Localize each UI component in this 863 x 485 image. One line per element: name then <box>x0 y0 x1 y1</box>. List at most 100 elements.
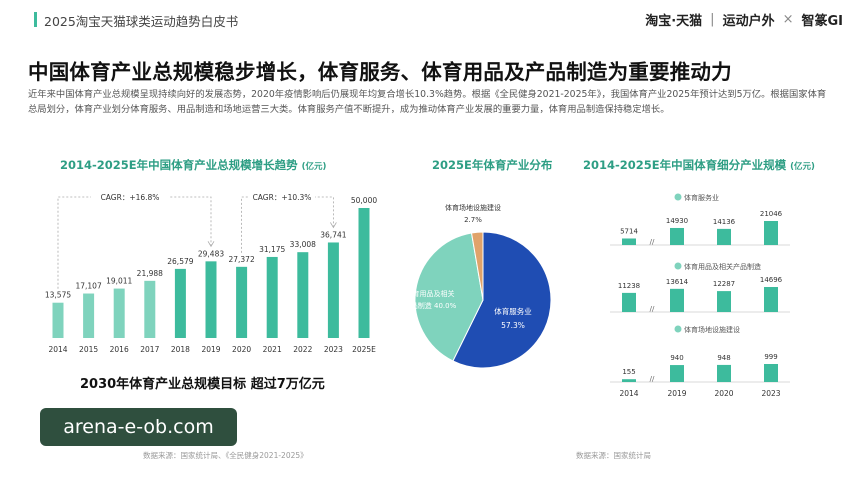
chart1-unit: (亿元) <box>301 162 327 172</box>
bar-value-label: 29,483 <box>198 249 224 258</box>
sports-outdoor-logo: 运动户外 <box>722 14 775 29</box>
small-bar-value: 940 <box>670 354 683 362</box>
title-accent-bar <box>34 12 37 27</box>
bar-value-label: 27,372 <box>228 255 254 264</box>
small-bar <box>717 228 731 245</box>
bar-2023 <box>327 242 339 338</box>
bar-value-label: 50,000 <box>351 196 377 205</box>
bar-2014 <box>52 302 64 338</box>
chart2-title: 2025E年体育产业分布 <box>432 158 553 172</box>
bar-value-label: 19,011 <box>106 277 132 286</box>
small-bar <box>764 287 778 312</box>
source-note-right: 数据来源：国家统计局 <box>576 451 651 460</box>
chart3-title-text: 2014-2025E年中国体育细分产业规模 <box>583 158 787 172</box>
small-bar <box>717 364 731 382</box>
bar-2020 <box>236 266 248 338</box>
chart3-unit: (亿元) <box>790 162 815 172</box>
bar-2021 <box>266 256 278 338</box>
bar-value-label: 17,107 <box>75 282 101 291</box>
small-bar <box>764 364 778 382</box>
summary-paragraph: 近年来中国体育产业总规模呈现持续向好的发展态势，2020年疫情影响后仍展现年均复… <box>28 89 827 115</box>
pie-label-goods-name-2: 产品制造 40.0% <box>404 301 457 310</box>
x-tick-label: 2021 <box>263 345 282 354</box>
small-bar <box>764 221 778 245</box>
bar-value-label: 21,988 <box>137 269 163 278</box>
pie-label-venue-name: 体育场地设施建设 <box>445 203 501 212</box>
watermark-badge: arena-e-ob.com <box>40 408 237 446</box>
zhizhuan-logo: 智篆GI <box>801 14 843 29</box>
small-bar <box>670 365 684 382</box>
small-bar-value: 999 <box>764 353 777 361</box>
bar-2025E <box>358 208 370 338</box>
top-bar: 2025淘宝天猫球类运动趋势白皮书 淘宝·天猫 | 运动户外 × 智篆GI <box>0 0 863 40</box>
cagr-annotation-1: CAGR：+16.8% <box>101 193 160 202</box>
series-label: 体育服务业 <box>684 193 719 202</box>
x-tick-label: 2016 <box>110 345 129 354</box>
pie-label-service-value: 57.3% <box>501 321 525 330</box>
pie-slice-0 <box>452 231 552 369</box>
x-tick-label: 2020 <box>232 345 251 354</box>
axis-break-mark: // <box>650 375 655 383</box>
small-bar <box>622 379 636 382</box>
document-title: 2025淘宝天猫球类运动趋势白皮书 <box>44 14 239 29</box>
chart3-title: 2014-2025E年中国体育细分产业规模 (亿元) <box>583 157 815 173</box>
pie-slice-1 <box>414 232 484 362</box>
bar-2017 <box>144 280 156 338</box>
axis-break-mark: // <box>650 305 655 313</box>
pie-label-venue-value: 2.7% <box>464 216 482 224</box>
bar-value-label: 13,575 <box>45 291 71 300</box>
small-bar-value: 155 <box>622 368 635 376</box>
x-tick-label: 2014 <box>619 389 638 398</box>
bar-value-label: 31,175 <box>259 245 285 254</box>
bar-2015 <box>83 293 95 338</box>
cagr-annotation-2: CAGR：+10.3% <box>253 193 312 202</box>
source-note-left: 数据来源：国家统计局、《全民健身2021-2025》 <box>143 451 308 460</box>
taobao-tmall-logo: 淘宝·天猫 <box>645 14 703 29</box>
small-bar <box>622 292 636 312</box>
x-tick-label: 2025E <box>352 345 376 354</box>
x-tick-label: 2023 <box>324 345 343 354</box>
x-tick-label: 2022 <box>293 345 312 354</box>
brand-logos: 淘宝·天猫 | 运动户外 × 智篆GI <box>645 10 843 29</box>
cagr-bracket-2 <box>241 196 334 253</box>
cagr-label-bg-1 <box>91 190 169 204</box>
brand-cross: × <box>782 12 794 27</box>
legend-dot-icon <box>674 193 682 201</box>
small-bar <box>670 227 684 245</box>
axis-break-mark: // <box>650 238 655 246</box>
x-tick-label: 2023 <box>761 389 780 398</box>
page-headline: 中国体育产业总规模稳步增长，体育服务、体育用品及产品制造为重要推动力 <box>28 60 732 84</box>
small-bar-value: 5714 <box>620 227 638 235</box>
bar-2018 <box>174 268 186 338</box>
legend-dot-icon <box>674 325 682 333</box>
pie-slice-2 <box>470 231 484 301</box>
series-label: 体育用品及相关产品制造 <box>684 262 761 271</box>
x-tick-label: 2017 <box>140 345 159 354</box>
small-bar-value: 14136 <box>713 218 736 226</box>
small-bar-value: 13614 <box>666 278 689 286</box>
x-tick-label: 2015 <box>79 345 98 354</box>
pie-label-service-name: 体育服务业 <box>494 306 532 316</box>
small-bar-value: 948 <box>717 354 730 362</box>
small-bar <box>717 291 731 312</box>
cagr-arrow-2 <box>330 222 337 229</box>
small-bar-value: 21046 <box>760 210 783 218</box>
legend-dot-icon <box>674 262 682 270</box>
target-2030-text: 2030年体育产业总规模目标 超过7万亿元 <box>80 377 325 392</box>
small-bar-value: 14696 <box>760 276 783 284</box>
small-bar-value: 14930 <box>666 217 688 225</box>
chart1-title-text: 2014-2025E年中国体育产业总规模增长趋势 <box>60 158 298 172</box>
cagr-bracket-1 <box>57 196 212 289</box>
bar-2019 <box>205 261 217 338</box>
bar-value-label: 26,579 <box>167 257 193 266</box>
x-tick-label: 2019 <box>201 345 220 354</box>
small-bar <box>670 288 684 312</box>
pie-label-goods-name-1: 体育用品及相关 <box>406 289 455 298</box>
brand-separator: | <box>710 12 715 27</box>
chart1-title: 2014-2025E年中国体育产业总规模增长趋势 (亿元) <box>60 157 326 173</box>
cagr-arrow-1 <box>207 241 215 248</box>
x-tick-label: 2018 <box>171 345 190 354</box>
bar-2016 <box>113 288 125 338</box>
bar-value-label: 36,741 <box>320 230 346 239</box>
